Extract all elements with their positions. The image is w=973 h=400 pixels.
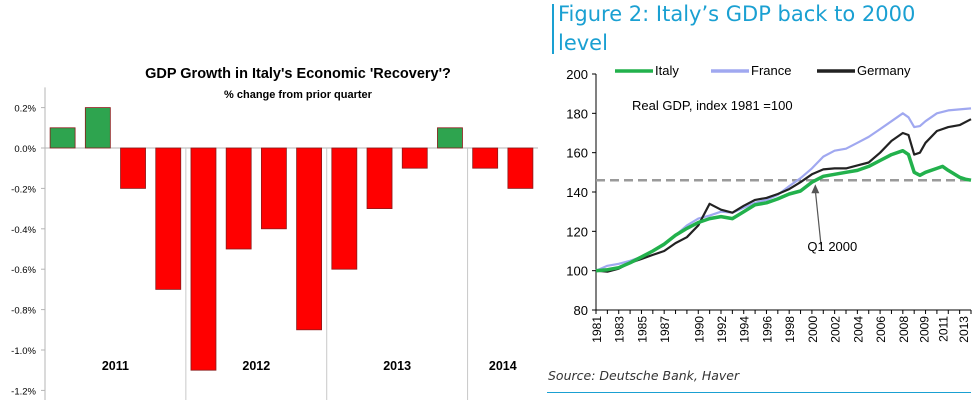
bar-0 — [49, 127, 76, 149]
figure-2-panel: Figure 2: Italy’s GDP back to 2000 level… — [545, 0, 973, 400]
line-x-tick-label-0: 1981 — [590, 316, 604, 343]
legend-label-france: France — [751, 63, 791, 78]
series-line-france — [595, 107, 972, 272]
bar-y-tick-label-6: -1.0% — [11, 346, 36, 357]
line-y-tick-label-200: 200 — [566, 67, 588, 82]
bar-3 — [155, 147, 182, 290]
bar-y-tick-label-1: 0.0% — [14, 144, 36, 155]
legend-label-germany: Germany — [857, 63, 911, 78]
line-y-tick-label-160: 160 — [566, 146, 588, 161]
year-label-2014: 2014 — [489, 359, 517, 373]
q1-2000-arrow-shaft — [814, 190, 822, 246]
series-line-germany — [595, 118, 972, 273]
bar-y-tick-label-5: -0.8% — [11, 306, 36, 317]
bar-8 — [331, 147, 358, 270]
line-x-tick-label-8: 1998 — [783, 316, 797, 343]
bar-6 — [260, 147, 287, 230]
line-x-tick-label-4: 1990 — [692, 316, 706, 343]
bar-y-tick-label-0: 0.2% — [14, 104, 36, 115]
line-x-tick-label-1: 1983 — [613, 316, 627, 343]
quarterly-gdp-bar-chart: GDP Growth in Italy's Economic 'Recovery… — [11, 66, 538, 400]
real-gdp-line-chart: 80 100 120 140 160 180 200 1981 1983 1985 1987 1990… — [566, 63, 972, 343]
line-x-tick-label-6: 1994 — [738, 316, 752, 343]
line-x-tick-label-15: 2011 — [937, 316, 951, 342]
line-x-tick-label-14: 2009 — [917, 316, 931, 343]
source-rule — [547, 392, 971, 393]
bar-5 — [225, 147, 252, 250]
source-note: Source: Deutsche Bank, Haver — [548, 368, 740, 383]
line-y-tick-label-80: 80 — [574, 303, 588, 318]
bar-2 — [120, 147, 146, 189]
bar-plot-area: 0.2% 0.0% -0.2% -0.4% -0.6% -0.8% -1.0% -1.2% 20… — [11, 87, 538, 400]
bar-y-tick-label-7: -1.2% — [11, 386, 36, 397]
line-x-tick-label-3: 1987 — [658, 316, 672, 343]
figure-title-bar — [552, 4, 554, 54]
line-x-tick-label-13: 2008 — [897, 316, 911, 343]
bar-chart-subtitle: % change from prior quarter — [224, 89, 373, 101]
real-gdp-annotation: Real GDP, index 1981 =100 — [632, 98, 793, 113]
line-x-tick-label-9: 2000 — [806, 316, 820, 343]
bar-11 — [437, 127, 463, 149]
line-x-tick-label-16: 2013 — [957, 316, 971, 343]
q1-2000-label: Q1 2000 — [807, 239, 857, 254]
bar-y-tick-label-2: -0.2% — [11, 184, 36, 195]
bar-4 — [190, 147, 217, 371]
bar-12 — [472, 147, 499, 169]
line-y-tick-label-180: 180 — [566, 106, 588, 121]
bar-chart-title: GDP Growth in Italy's Economic 'Recovery… — [145, 66, 451, 82]
line-y-tick-label-120: 120 — [566, 224, 588, 239]
line-x-tick-label-5: 1992 — [715, 316, 729, 343]
figure-title-text: Figure 2: Italy’s GDP back to 2000 level — [558, 2, 916, 55]
line-x-tick-label-12: 2006 — [874, 316, 888, 343]
line-x-tick-label-7: 1996 — [760, 316, 774, 343]
line-plot-area: 80 100 120 140 160 180 200 1981 1983 1985 1987 1990… — [566, 63, 972, 343]
line-x-tick-label-11: 2004 — [851, 316, 865, 343]
bar-1 — [84, 107, 111, 149]
line-x-tick-label-2: 1985 — [635, 316, 649, 343]
bar-10 — [401, 147, 428, 169]
series-line-italy — [595, 148, 972, 273]
bar-9 — [366, 147, 393, 209]
legend-label-italy: Italy — [655, 63, 679, 78]
line-y-tick-label-100: 100 — [566, 264, 588, 279]
bar-13 — [507, 147, 534, 189]
bar-y-tick-label-3: -0.4% — [11, 225, 36, 236]
year-label-2011: 2011 — [102, 359, 129, 373]
figure-title: Figure 2: Italy’s GDP back to 2000 level — [550, 0, 970, 58]
year-label-2013: 2013 — [383, 359, 411, 373]
q1-2000-arrow-head — [811, 184, 820, 194]
year-label-2012: 2012 — [242, 359, 270, 373]
bar-y-tick-label-4: -0.6% — [11, 265, 36, 276]
bar-7 — [296, 147, 323, 331]
line-y-tick-label-140: 140 — [566, 185, 588, 200]
line-x-tick-label-10: 2002 — [829, 316, 843, 343]
